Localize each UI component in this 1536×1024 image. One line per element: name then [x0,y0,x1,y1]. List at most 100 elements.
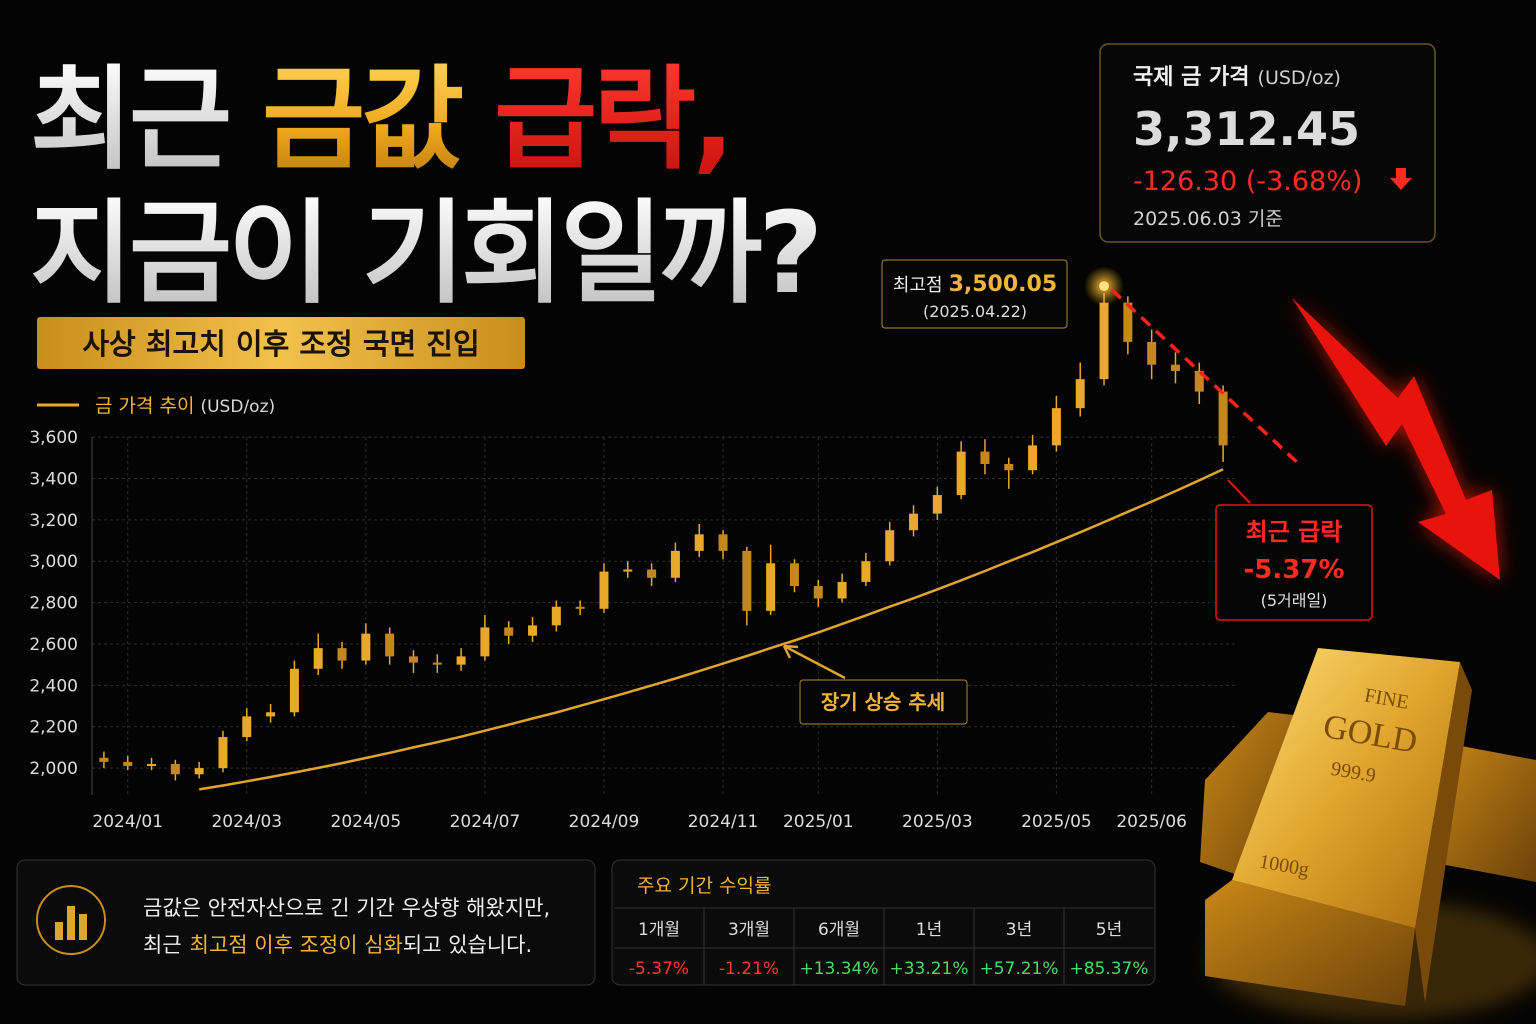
note-part: 최근 [143,933,182,957]
y-tick-label: 3,400 [29,469,78,489]
y-tick-label: 2,200 [29,718,78,738]
y-tick-label: 2,000 [29,759,78,779]
down-arrow [1292,298,1500,580]
y-tick-label: 2,800 [29,594,78,614]
table-header: 6개월 [818,920,860,940]
candle-body [432,662,442,665]
price-box-title: 국제 금 가격 (USD/oz) [1133,65,1341,90]
candle-body [361,633,371,661]
legend: 금 가격 추이 (USD/oz) [95,395,275,417]
drop-title: 최근 급락 [1246,518,1343,546]
candle-body [147,763,157,767]
returns-table: 1개월 -5.37% 3개월 -1.21% 6개월 +13.34% 1년 +33.21% 3년 +… [629,908,1149,985]
peak-dot [1097,279,1112,294]
price-change: -126.30 (-3.68%) [1133,166,1362,197]
price-box [1099,43,1436,243]
candle-body [718,534,728,551]
x-tick-label: 2024/05 [331,812,402,832]
table-header: 5년 [1096,920,1122,940]
candle-body [1051,408,1061,446]
y-tick-label: 2,600 [29,635,78,655]
trend-arrow [782,644,846,680]
candle-body [194,768,204,775]
candle-body [480,627,490,657]
candle-body [1218,391,1228,446]
x-tick-label: 2024/09 [569,812,640,832]
note-icon [36,885,106,955]
table-value: +57.21% [979,959,1058,979]
candle-body [575,606,585,609]
candle-body [1170,364,1180,371]
back-bar [1200,712,1302,882]
table-value: -1.21% [719,959,779,979]
x-tick-label: 2025/05 [1021,812,1092,832]
candle-body [99,757,109,762]
candle-body [1004,463,1014,471]
candle-body [956,451,966,496]
candle-body [623,569,633,572]
legend-label: 금 가격 추이 [95,395,194,417]
x-tick-label: 2024/03 [211,812,282,832]
table-header: 1개월 [638,920,680,940]
price-title: 국제 금 가격 [1133,65,1250,90]
x-tick-label: 2024/11 [688,812,759,832]
price-unit: (USD/oz) [1258,67,1341,89]
price-date: 2025.06.03 기준 [1133,208,1283,230]
headline-word: 최근 [30,55,229,185]
y-tick-label: 3,200 [29,511,78,531]
table-value: +85.37% [1069,959,1148,979]
candle-body [837,581,847,599]
candle-body [528,625,538,636]
down-icon [1390,168,1412,190]
banner-bg [37,317,525,369]
candle-body [1028,445,1038,471]
peak-date: (2025.04.22) [923,302,1027,321]
table-header: 3개월 [728,920,770,940]
candle-body [694,534,704,551]
candle-body [408,656,418,663]
table-header: 3년 [1006,920,1032,940]
candle-body [337,648,347,661]
candle-body [504,627,514,636]
note-part: 되고 있습니다. [403,933,532,957]
candle-body [385,633,395,657]
candle-body [266,712,276,717]
candle-body [766,563,776,611]
gold-bar-front [1205,880,1415,1006]
price-value: 3,312.45 [1133,102,1360,156]
drop-change: -5.37% [1244,555,1345,585]
candle-body [1099,302,1109,380]
candle-body [313,648,323,669]
note-box [16,859,596,986]
drop-box [1215,504,1373,621]
note-line2: 최근 최고점 이후 조정이 심화되고 있습니다. [143,933,532,957]
trend-line [198,468,1224,791]
candle-body [932,495,942,514]
x-tick-label: 2024/01 [92,812,163,832]
note-icon-bar [79,914,87,940]
x-tick-label: 2025/01 [783,812,854,832]
candle-body [551,606,561,626]
note-icon-bar [55,922,63,940]
gold-bar-side [1415,662,1472,1002]
table-value: +33.21% [889,959,968,979]
y-tick-label: 2,400 [29,676,78,696]
candle-body [599,571,609,609]
candle-body [456,656,466,665]
note-line1: 금값은 안전자산으로 긴 기간 우상향 해왔지만, [143,896,550,920]
x-tick-label: 2025/03 [902,812,973,832]
candle-body [909,513,919,531]
y-tick-label: 3,000 [29,552,78,572]
table-header: 1년 [916,920,942,940]
candle-body [218,737,228,769]
plot: 2,000 2,200 2,400 2,600 2,800 3,000 3,200 3,400… [29,266,1302,832]
legend-unit: (USD/oz) [200,397,275,417]
x-tick-label: 2024/07 [450,812,521,832]
candle-body [170,763,180,775]
headline-line1: 최근 금값 급락, [30,55,731,185]
note-highlight: 최고점 이후 조정이 심화 [190,933,403,957]
headline-line2: 지금이 기회일까? [30,189,819,319]
returns-title: 주요 기간 수익률 [637,875,771,897]
